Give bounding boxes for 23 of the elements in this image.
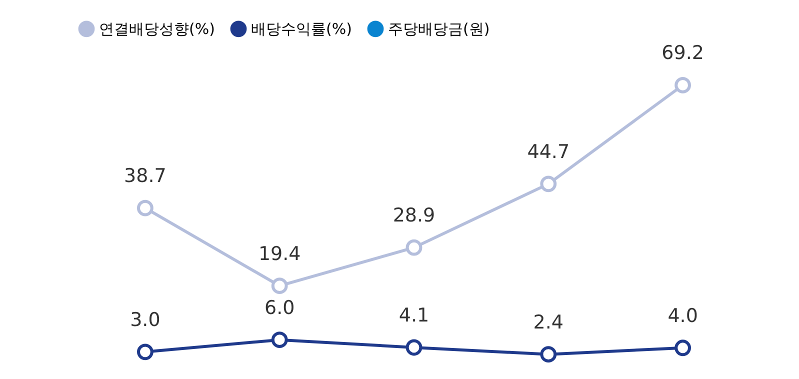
- data-label: 38.7: [124, 165, 166, 188]
- point: [540, 346, 557, 363]
- data-label: 44.7: [527, 140, 570, 163]
- data-label: 69.2: [662, 42, 704, 64]
- point: [540, 176, 557, 192]
- legend-label: 주당배당금(원): [388, 20, 490, 38]
- data-label: 6.0: [264, 296, 295, 319]
- data-label: 2.4: [533, 311, 564, 334]
- point: [406, 339, 422, 356]
- point: [136, 200, 154, 216]
- data-label: 3.0: [130, 308, 160, 331]
- data-label: 4.0: [668, 304, 698, 327]
- legend-label: 연결배당성향(%): [99, 20, 215, 38]
- point: [674, 340, 692, 356]
- data-label: 4.1: [398, 304, 430, 326]
- point: [271, 278, 288, 294]
- point: [271, 332, 288, 348]
- point: [406, 239, 422, 256]
- point: [674, 77, 692, 94]
- data-label: 28.9: [392, 204, 436, 227]
- legend-label: 배당수익률(%): [251, 20, 352, 38]
- data-label: 19.4: [258, 242, 301, 265]
- point: [136, 344, 154, 360]
